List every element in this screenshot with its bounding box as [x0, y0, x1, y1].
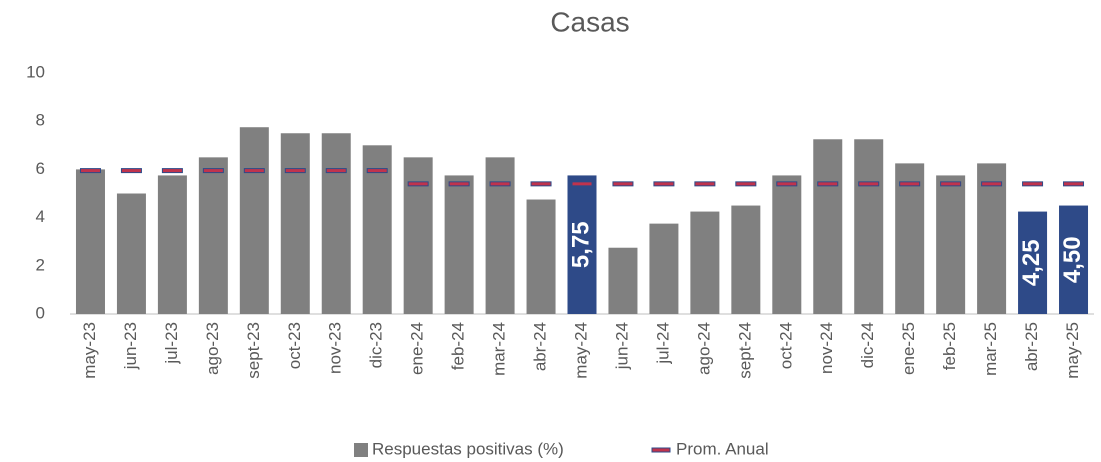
- x-tick-label: may-23: [80, 322, 99, 379]
- x-tick-label: ago-24: [694, 322, 713, 375]
- avg-marker: [366, 168, 388, 174]
- x-tick-label: ene-25: [899, 322, 918, 375]
- bar: [567, 175, 597, 314]
- x-tick-label: sept-24: [735, 322, 754, 379]
- bar: [690, 211, 720, 314]
- x-tick-label: oct-23: [285, 322, 304, 369]
- avg-marker: [489, 181, 511, 187]
- x-tick-label: may-25: [1063, 322, 1082, 379]
- bar: [526, 199, 556, 314]
- bar: [936, 175, 966, 314]
- bar: [362, 145, 392, 314]
- avg-marker: [694, 181, 716, 187]
- bar: [75, 169, 105, 314]
- x-tick-label: feb-25: [940, 322, 959, 370]
- x-tick-label: ago-23: [203, 322, 222, 375]
- avg-marker: [899, 181, 921, 187]
- avg-marker: [284, 168, 306, 174]
- x-tick-label: jun-24: [612, 322, 631, 370]
- avg-marker: [653, 181, 675, 187]
- data-label: 4,25: [1018, 239, 1045, 286]
- legend-swatch: [651, 447, 671, 453]
- x-tick-label: sept-23: [244, 322, 263, 379]
- avg-marker: [325, 168, 347, 174]
- y-tick-label: 10: [26, 62, 45, 81]
- x-tick-label: nov-24: [817, 322, 836, 374]
- y-tick-label: 4: [36, 207, 45, 226]
- x-tick-label: mar-25: [981, 322, 1000, 376]
- bar: [772, 175, 802, 314]
- bar: [854, 139, 884, 314]
- avg-marker: [940, 181, 962, 187]
- avg-marker: [776, 181, 798, 187]
- avg-marker: [243, 168, 265, 174]
- x-tick-label: mar-24: [490, 322, 509, 376]
- y-tick-label: 8: [36, 111, 45, 130]
- bar: [1018, 211, 1048, 314]
- bar: [608, 247, 638, 314]
- x-tick-label: nov-23: [326, 322, 345, 374]
- x-tick-label: feb-24: [449, 322, 468, 370]
- bar: [198, 157, 228, 314]
- x-tick-label: jul-23: [162, 322, 181, 365]
- bar: [239, 127, 269, 314]
- legend-swatch: [354, 443, 368, 457]
- avg-marker: [612, 181, 634, 187]
- avg-marker: [1063, 181, 1085, 187]
- bar: [403, 157, 433, 314]
- bar: [485, 157, 515, 314]
- avg-marker: [735, 181, 757, 187]
- bar: [731, 205, 761, 314]
- y-tick-label: 2: [36, 255, 45, 274]
- x-tick-label: may-24: [571, 322, 590, 379]
- bar: [813, 139, 843, 314]
- x-tick-label: oct-24: [776, 322, 795, 369]
- avg-marker: [448, 181, 470, 187]
- avg-marker: [858, 181, 880, 187]
- bar: [116, 193, 146, 314]
- x-tick-label: jul-24: [653, 322, 672, 365]
- bar: [157, 175, 187, 314]
- avg-marker: [817, 181, 839, 187]
- bar: [280, 133, 310, 314]
- x-tick-label: dic-24: [858, 322, 877, 368]
- y-tick-label: 0: [36, 303, 45, 322]
- avg-marker: [161, 168, 183, 174]
- avg-marker: [981, 181, 1003, 187]
- avg-marker: [407, 181, 429, 187]
- bar: [649, 223, 679, 314]
- data-label: 4,50: [1059, 236, 1086, 283]
- bar: [895, 163, 925, 314]
- chart-title: Casas: [550, 6, 629, 37]
- legend-label: Respuestas positivas (%): [372, 439, 564, 458]
- avg-marker: [120, 168, 142, 174]
- bar: [444, 175, 474, 314]
- bar: [321, 133, 351, 314]
- avg-marker: [530, 181, 552, 187]
- x-tick-label: abr-25: [1022, 322, 1041, 371]
- avg-marker: [571, 181, 593, 187]
- x-tick-label: dic-23: [367, 322, 386, 368]
- bar: [1059, 205, 1089, 314]
- bar: [977, 163, 1007, 314]
- x-tick-label: ene-24: [408, 322, 427, 375]
- y-tick-label: 6: [36, 159, 45, 178]
- avg-marker: [1022, 181, 1044, 187]
- data-label: 5,75: [567, 221, 594, 268]
- x-tick-label: jun-23: [121, 322, 140, 370]
- avg-marker: [79, 168, 101, 174]
- legend-label: Prom. Anual: [676, 439, 769, 458]
- x-tick-label: abr-24: [531, 322, 550, 371]
- avg-marker: [202, 168, 224, 174]
